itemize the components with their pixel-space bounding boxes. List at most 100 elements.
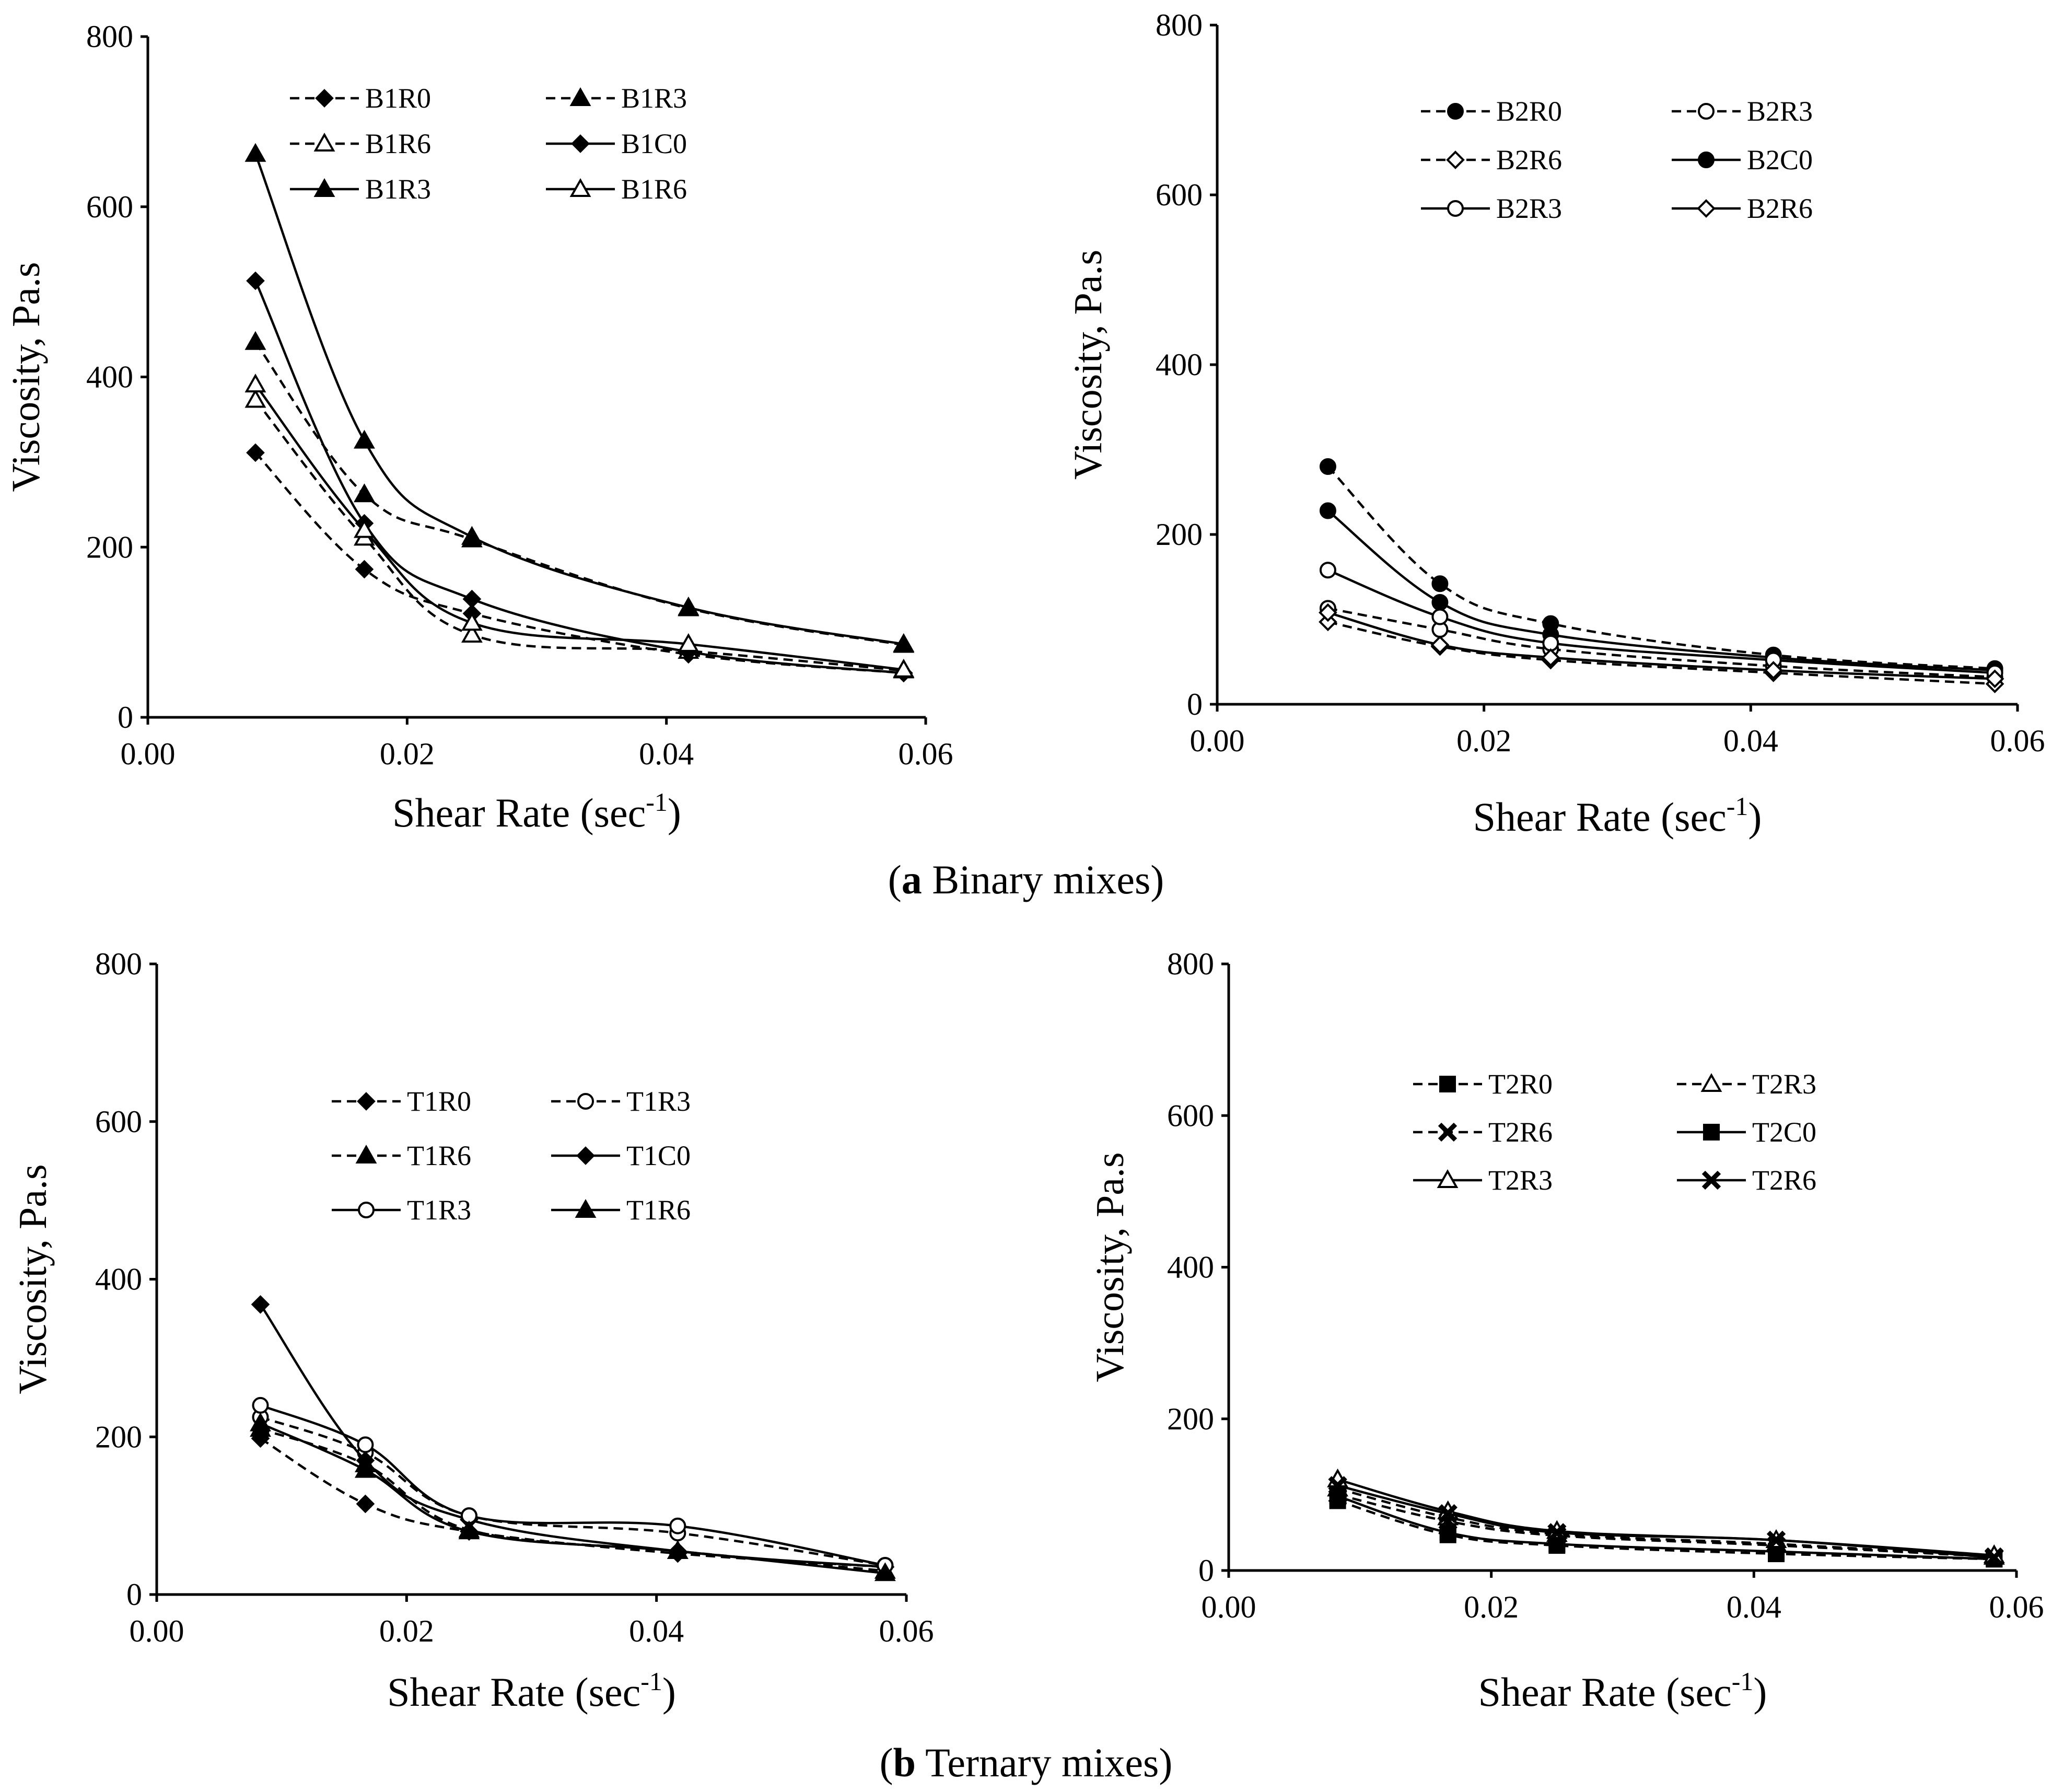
data-point: [1430, 635, 1450, 655]
legend-item: B1R3: [290, 173, 431, 205]
data-point: [354, 519, 375, 538]
series-line: [254, 153, 904, 646]
caption-binary: (a Binary mixes): [888, 857, 1164, 902]
data-point: [244, 374, 266, 393]
series-line: [1327, 607, 1995, 679]
y-tick-label: 0: [126, 1577, 142, 1612]
legend-item: T2R3: [1677, 1068, 1816, 1100]
series-line: [1337, 1487, 1995, 1558]
x-tick-label: 0.06: [1990, 724, 2045, 758]
legend-item: T2C0: [1677, 1116, 1816, 1148]
x-tick-label: 0.00: [1202, 1590, 1256, 1624]
legend: B2R0 B2R3 B2R6 B2C0 B2R3 B2R6: [1421, 96, 1813, 224]
data-point: [244, 143, 266, 162]
series-t1r6-solid: [250, 1412, 896, 1581]
legend-marker: [313, 178, 335, 197]
legend-item: B1R0: [290, 83, 431, 114]
legend-marker: [357, 1092, 376, 1111]
y-axis-title: Viscosity, Pa.s: [4, 262, 48, 492]
x-tick-label: 0.02: [1456, 724, 1511, 758]
data-point: [1439, 1524, 1456, 1541]
legend-label: T2C0: [1752, 1116, 1816, 1148]
legend-marker: [1439, 1076, 1456, 1092]
legend-label: B1R6: [621, 173, 687, 205]
data-point: [1764, 661, 1783, 680]
x-tick-label: 0.02: [380, 737, 435, 771]
x-tick-label: 0.00: [1190, 724, 1245, 758]
x-axis-title: Shear Rate (sec-1): [1473, 792, 1762, 840]
legend-label: T1R0: [407, 1086, 471, 1117]
legend-item: B1R6: [546, 173, 687, 205]
series-b1r0-dashed: [246, 443, 913, 683]
legend-item: B1R3: [546, 83, 687, 114]
legend-item: T2R6: [1413, 1116, 1553, 1148]
caption-ternary-text: Ternary mixes: [916, 1740, 1159, 1785]
x-axis-title-superscript: -1: [1732, 1667, 1754, 1696]
legend-marker: [1700, 1073, 1722, 1092]
data-point: [461, 623, 483, 643]
legend-item: T1R3: [332, 1194, 471, 1226]
legend-label: T2R3: [1752, 1068, 1816, 1100]
x-axis-title-superscript: -1: [646, 787, 668, 817]
legend-marker: [313, 132, 335, 152]
legend-item: T1R6: [332, 1140, 471, 1171]
legend-label: T1C0: [626, 1140, 691, 1171]
series-line: [1327, 509, 1995, 672]
legend-label: B1R3: [365, 173, 431, 205]
y-tick-label: 200: [1156, 517, 1203, 552]
series-line: [1337, 1484, 1995, 1559]
legend-item: B2R3: [1421, 193, 1562, 224]
y-tick-label: 400: [1156, 347, 1203, 382]
series-line: [260, 1437, 885, 1568]
data-point: [251, 1295, 270, 1314]
series-t1r6-dashed: [250, 1418, 896, 1579]
x-tick-label: 0.00: [130, 1614, 184, 1648]
legend-item: B1R6: [290, 128, 431, 159]
x-axis-title: Shear Rate (sec-1): [392, 787, 681, 835]
series-b2r6-solid: [1319, 603, 2004, 689]
legend-marker: [315, 89, 334, 108]
legend-label: T2R6: [1752, 1165, 1816, 1196]
chart-panel-t2: 0 200 400 600 800 0.00 0.02 0.04 0.06 Viscosity, …: [1088, 947, 2044, 1715]
data-point: [461, 526, 483, 545]
series-line: [254, 280, 904, 674]
legend-label: B1C0: [621, 128, 687, 159]
series-line: [1327, 569, 1995, 674]
legend-label: B2R3: [1747, 96, 1813, 127]
legend-label: B1R3: [621, 83, 687, 114]
y-tick-label: 800: [95, 947, 142, 981]
x-axis-title: Shear Rate (sec-1): [387, 1667, 676, 1715]
legend-marker: [1697, 199, 1716, 218]
series-b1r6-dashed: [244, 389, 915, 679]
data-point: [1547, 1523, 1567, 1542]
x-tick-label: 0.02: [379, 1614, 434, 1648]
legend-item: T2R0: [1413, 1068, 1553, 1100]
y-tick-label: 600: [1156, 178, 1203, 212]
legend: T1R0 T1R3 T1R6 T1C0 T1R3 T1R6: [332, 1086, 691, 1226]
data-point: [1438, 1504, 1458, 1523]
legend-item: T2R3: [1413, 1165, 1553, 1196]
data-point: [458, 1520, 480, 1540]
data-point: [1431, 594, 1449, 611]
series-t1r0-dashed: [251, 1429, 895, 1577]
x-tick-label: 0.00: [121, 737, 176, 771]
legend-item: B2R6: [1672, 193, 1813, 224]
legend-marker: [1447, 200, 1464, 217]
y-tick-label: 0: [1187, 687, 1203, 722]
series-line: [1337, 1499, 1995, 1561]
y-tick-label: 600: [86, 190, 133, 224]
legend-marker: [1698, 103, 1715, 120]
legend-item: B2R3: [1672, 96, 1813, 127]
series-t2c0-solid: [1329, 1487, 2003, 1568]
y-tick-label: 600: [95, 1104, 142, 1139]
series-line: [260, 1428, 885, 1572]
data-point: [893, 658, 915, 678]
y-tick-label: 200: [95, 1419, 142, 1454]
series-line: [1337, 1493, 1995, 1558]
series-t2r6-dashed: [1328, 1485, 2004, 1567]
legend-label: T1R3: [626, 1086, 691, 1117]
legend-label: B2C0: [1747, 144, 1813, 176]
series-line: [260, 1422, 885, 1575]
data-point: [1431, 608, 1449, 625]
